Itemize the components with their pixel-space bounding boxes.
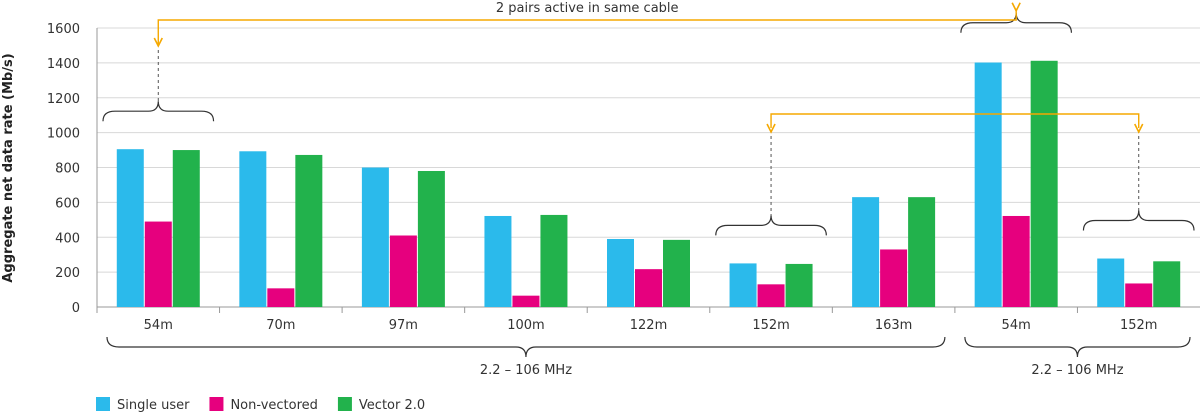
legend: Single user Non-vectored Vector 2.0 xyxy=(96,397,425,413)
x-tick-label: 97m xyxy=(389,318,418,333)
bar-vector-2.0 xyxy=(540,214,568,307)
bar-vector-2.0 xyxy=(1153,261,1181,307)
brace xyxy=(1082,210,1195,231)
bar-vector-2.0 xyxy=(1030,60,1058,307)
y-axis-ticks: 0 200 400 600 800 1000 1200 1400 1600 xyxy=(47,22,80,316)
bar-non-vectored xyxy=(635,269,662,307)
bar-single-user xyxy=(484,215,512,307)
bar-vector-2.0 xyxy=(785,263,813,307)
x-tick-label: 100m xyxy=(507,318,544,333)
y-tick-label: 400 xyxy=(55,231,80,246)
bar-single-user xyxy=(361,167,389,307)
x-tick-label: 70m xyxy=(266,318,295,333)
bar-non-vectored xyxy=(1002,215,1030,307)
x-tick-label: 54m xyxy=(1002,318,1031,333)
bar-non-vectored xyxy=(267,288,295,307)
brace xyxy=(106,336,946,358)
bar-non-vectored xyxy=(389,235,417,307)
brace xyxy=(102,101,215,122)
bar-single-user xyxy=(852,197,880,307)
legend-swatch xyxy=(209,397,224,411)
brace xyxy=(964,336,1191,358)
bar-non-vectored xyxy=(880,249,908,307)
bar-single-user xyxy=(116,149,144,307)
y-tick-label: 1400 xyxy=(47,57,80,72)
brace xyxy=(715,215,827,236)
band-label: 2.2 – 106 MHz xyxy=(480,363,572,378)
y-tick-label: 800 xyxy=(55,162,80,177)
y-tick-label: 0 xyxy=(72,301,80,316)
y-tick-label: 1600 xyxy=(47,22,80,37)
legend-swatch xyxy=(96,397,110,411)
connector-54m xyxy=(157,8,1017,44)
bar-non-vectored xyxy=(757,284,785,307)
bars xyxy=(116,60,1181,308)
y-tick-label: 1000 xyxy=(47,127,80,142)
bar-vector-2.0 xyxy=(908,197,936,307)
legend-label: Single user xyxy=(117,398,190,413)
y-tick-label: 600 xyxy=(55,196,80,211)
bar-single-user xyxy=(607,238,634,307)
x-tick-label: 152m xyxy=(752,318,789,333)
y-axis-label: Aggregate net data rate (Mb/s) xyxy=(1,53,16,282)
bar-vector-2.0 xyxy=(417,170,445,307)
annotations: 2 pairs active in same cable xyxy=(102,1,1195,236)
band-label: 2.2 – 106 MHz xyxy=(1031,363,1123,378)
arrow-head xyxy=(1134,123,1144,134)
bar-single-user xyxy=(729,263,757,307)
bar-single-user xyxy=(1097,258,1125,307)
bar-vector-2.0 xyxy=(663,239,690,307)
x-tick-label: 163m xyxy=(875,318,912,333)
x-tick-label: 54m xyxy=(144,318,173,333)
bar-non-vectored xyxy=(144,221,172,307)
gridlines xyxy=(96,27,1200,308)
y-tick-label: 200 xyxy=(55,266,80,281)
legend-label: Non-vectored xyxy=(230,398,317,413)
legend-swatch xyxy=(337,397,352,411)
bar-vector-2.0 xyxy=(172,150,200,307)
x-axis-labels: 54m 70m 97m 100m 122m 152m 163m 54m 152m xyxy=(96,307,1157,333)
y-tick-label: 1200 xyxy=(47,92,80,107)
bar-single-user xyxy=(974,62,1002,308)
arrow-head xyxy=(153,37,163,48)
arrow-head xyxy=(766,123,776,134)
arrow-head xyxy=(1011,2,1021,13)
bar-single-user xyxy=(239,151,267,307)
bar-vector-2.0 xyxy=(295,154,323,307)
frequency-bands: 2.2 – 106 MHz 2.2 – 106 MHz xyxy=(106,336,1191,378)
bar-non-vectored xyxy=(512,295,540,307)
annotation-label: 2 pairs active in same cable xyxy=(496,1,679,16)
x-tick-label: 122m xyxy=(630,318,667,333)
connector-152m xyxy=(770,113,1140,128)
legend-label: Vector 2.0 xyxy=(359,398,425,413)
x-tick-label: 152m xyxy=(1120,318,1157,333)
bar-non-vectored xyxy=(1125,283,1153,307)
